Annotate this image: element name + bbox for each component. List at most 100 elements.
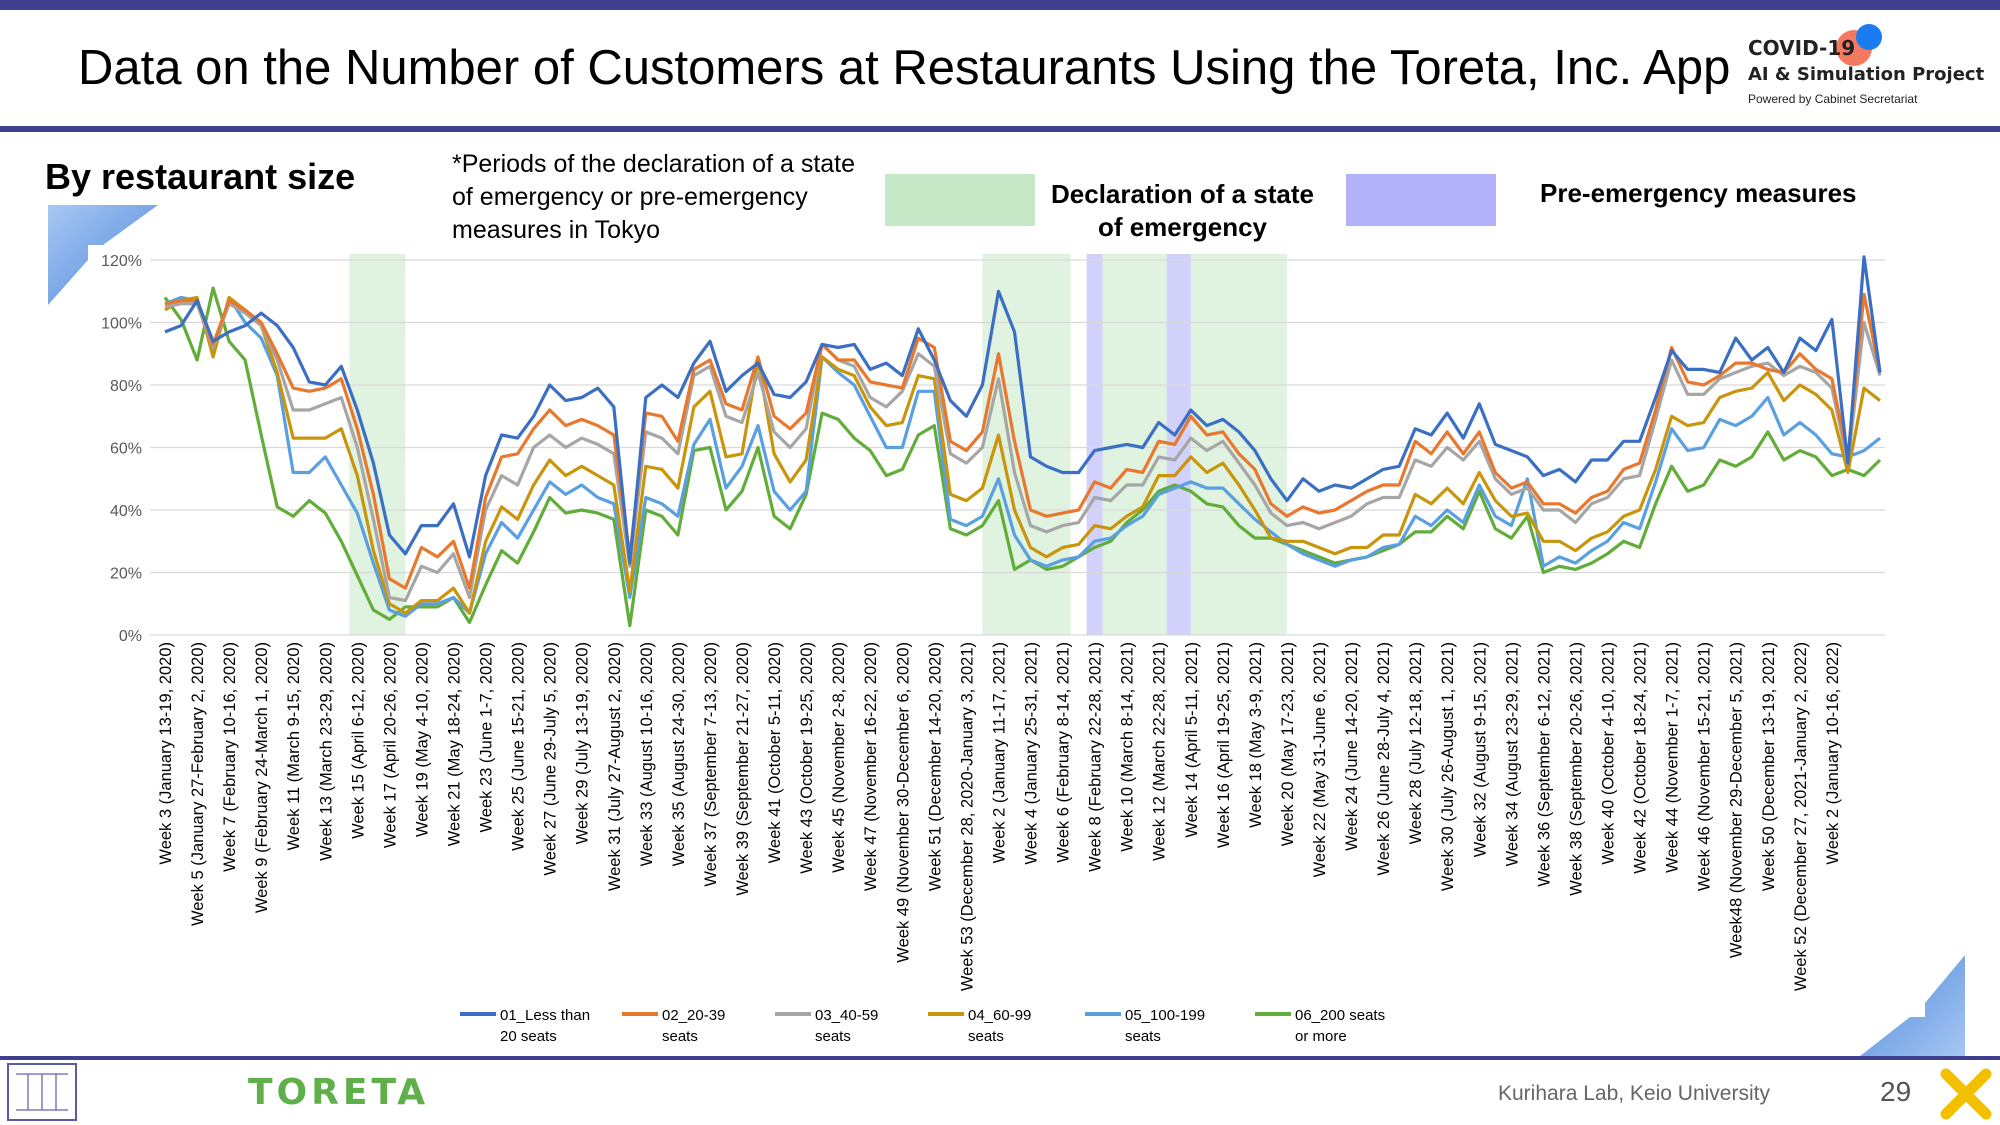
x-tick-label: Week 12 (March 22-28, 2021) (1151, 642, 1169, 861)
legend-label: 02_20-39 (662, 1007, 725, 1024)
x-tick-label: Week 45 (November 2-8, 2020) (830, 642, 848, 873)
pre-emergency-legend-label: Pre-emergency measures (1540, 178, 1857, 208)
page-title: Data on the Number of Customers at Resta… (78, 41, 1731, 95)
y-tick-label: 80% (110, 378, 142, 395)
x-tick-label: Week 17 (April 20-26, 2020) (381, 642, 399, 848)
legend-label: seats (815, 1028, 851, 1045)
x-tick-label: Week 37 (September 7-13, 2020) (702, 642, 720, 887)
corner-arrow-top-left-icon (48, 205, 158, 305)
x-tick-label: Week 46 (November 15-21, 2021) (1696, 642, 1714, 891)
x-tick-label: Week 9 (February 24-March 1, 2020) (253, 642, 271, 913)
legend-item: 01_Less than 20 seats (460, 1007, 590, 1045)
x-mark-logo-icon (1940, 1068, 1992, 1120)
x-tick-label: Week 35 (August 24-30, 2020) (670, 642, 688, 866)
x-tick-label: Week 22 (May 31-June 6, 2021) (1311, 642, 1329, 877)
x-tick-label: Week 4 (January 25-31, 2021) (1023, 642, 1041, 865)
x-tick-label: Week 34 (August 23-29, 2021) (1503, 642, 1521, 866)
logo-line3: Powered by Cabinet Secretariat (1748, 92, 1918, 106)
x-tick-label: Week 13 (March 23-29, 2020) (317, 642, 335, 861)
x-tick-label: Week 41 (October 5-11, 2020) (766, 642, 784, 863)
period-band-pre (1086, 254, 1103, 635)
legend-label: 03_40-59 (815, 1007, 878, 1024)
emergency-legend-label: Declaration of a state of emergency (1051, 179, 1314, 242)
legend-label: or more (1295, 1028, 1347, 1045)
header-divider (0, 126, 2000, 132)
x-tick-label: Week48 (November 29-December 5, 2021) (1728, 642, 1746, 958)
logo-line1: COVID-19 (1748, 36, 1856, 60)
x-tick-label: Week 36 (September 6-12, 2021) (1535, 642, 1553, 887)
x-tick-label: Week 2 (January 10-16, 2022) (1824, 642, 1842, 865)
series-line (164, 295, 1881, 618)
x-tick-label: Week 23 (June 1-7, 2020) (478, 642, 496, 832)
x-tick-label: Week 14 (April 5-11, 2021) (1183, 642, 1201, 838)
period-bands (349, 254, 1287, 635)
project-logo: COVID-19 AI & Simulation Project Powered… (1746, 24, 1986, 118)
x-tick-label: Week 2 (January 11-17, 2021) (990, 642, 1008, 863)
lab-credit: Kurihara Lab, Keio University (1498, 1082, 1770, 1105)
x-tick-label: Week 51 (December 14-20, 2020) (926, 642, 944, 891)
legend-label: seats (1125, 1028, 1161, 1045)
legend-label: 04_60-99 (968, 1007, 1031, 1024)
x-tick-label: Week 8 (February 22-28, 2021) (1087, 642, 1105, 872)
y-tick-label: 0% (119, 628, 142, 645)
legend-label: seats (662, 1028, 698, 1045)
x-tick-label: Week 19 (May 4-10, 2020) (413, 642, 431, 837)
series-lines (163, 255, 1882, 628)
logo-blue-dot-icon (1856, 24, 1882, 50)
x-tick-label: Week 43 (October 19-25, 2020) (798, 642, 816, 874)
period-band-emergency (1190, 254, 1287, 635)
x-tick-label: Week 20 (May 17-23, 2021) (1279, 642, 1297, 846)
y-tick-label: 40% (110, 503, 142, 520)
toreta-brand: TORETA (248, 1072, 430, 1113)
x-tick-label: Week 31 (July 27-August 2, 2020) (606, 642, 624, 891)
x-tick-label: Week 38 (September 20-26, 2021) (1567, 642, 1585, 896)
y-tick-label: 20% (110, 566, 142, 583)
series-line (164, 292, 1882, 590)
x-tick-label: Week 7 (February 10-16, 2020) (221, 642, 239, 872)
x-tick-label: Week 30 (July 26-August 1, 2021) (1439, 642, 1457, 891)
x-tick-label: Week 44 (November 1-7, 2021) (1664, 642, 1682, 873)
legend-label: seats (968, 1028, 1004, 1045)
x-tick-label: Week 18 (May 3-9, 2021) (1247, 642, 1265, 828)
pre-emergency-swatch (1346, 174, 1496, 226)
x-tick-label: Week 11 (March 9-15, 2020) (285, 642, 303, 851)
period-note: *Periods of the declaration of a state o… (452, 150, 856, 244)
legend-label: 06_200 seats (1295, 1007, 1385, 1024)
series-line (164, 295, 1881, 615)
x-tick-label: Week 52 (December 27, 2021-January 2, 20… (1792, 642, 1810, 991)
x-tick-label: Week 40 (October 4-10, 2021) (1600, 642, 1618, 865)
legend-item: 06_200 seats or more (1255, 1007, 1385, 1045)
series-line (164, 302, 1882, 603)
x-tick-label: Week 3 (January 13-19, 2020) (157, 642, 175, 865)
x-tick-label: Week 26 (June 28-July 4, 2021) (1375, 642, 1393, 876)
footer-divider (0, 1056, 2000, 1060)
x-tick-label: Week 49 (November 30-December 6, 2020) (894, 642, 912, 963)
x-tick-label: Week 10 (March 8-14, 2021) (1119, 642, 1137, 852)
logo-line2: AI & Simulation Project (1748, 64, 1985, 85)
x-tick-label: Week 5 (January 27-February 2, 2020) (189, 642, 207, 926)
x-tick-label: Week 16 (April 19-25, 2021) (1215, 642, 1233, 848)
x-tick-label: Week 47 (November 16-22, 2020) (862, 642, 880, 891)
legend-label: 20 seats (500, 1028, 557, 1045)
legend-label: 05_100-199 (1125, 1007, 1205, 1024)
y-tick-labels: 0% 20% 40% 60% 80% 100% 120% (101, 253, 142, 645)
x-tick-labels: Week 3 (January 13-19, 2020) Week 5 (Janu… (157, 642, 1842, 991)
y-tick-label: 120% (101, 253, 142, 270)
corner-arrow-bottom-right-icon (1855, 955, 1965, 1060)
x-tick-label: Week 32 (August 9-15, 2021) (1471, 642, 1489, 857)
section-subtitle: By restaurant size (45, 156, 356, 197)
x-tick-label: Week 29 (July 13-19, 2020) (574, 642, 592, 844)
emergency-swatch (885, 174, 1035, 226)
y-tick-label: 60% (110, 441, 142, 458)
x-tick-label: Week 25 (June 15-21, 2020) (510, 642, 528, 851)
x-tick-label: Week 28 (July 12-18, 2021) (1407, 642, 1425, 844)
page-number: 29 (1880, 1076, 1912, 1107)
x-tick-label: Week 21 (May 18-24, 2020) (446, 642, 464, 846)
x-tick-label: Week 53 (December 28, 2020-January 3, 20… (958, 642, 976, 991)
x-tick-label: Week 39 (September 21-27, 2020) (734, 642, 752, 896)
